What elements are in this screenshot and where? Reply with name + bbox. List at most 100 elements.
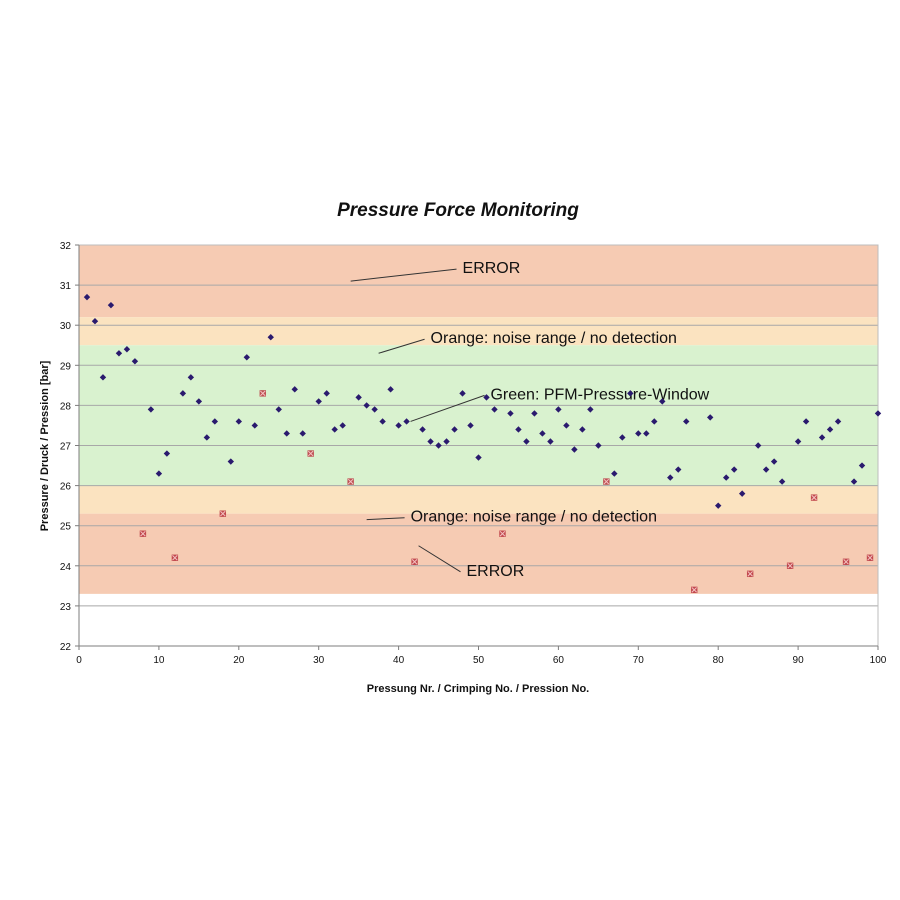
data-point bbox=[730, 466, 738, 473]
error-marker-cross bbox=[499, 530, 506, 537]
data-point bbox=[467, 422, 474, 429]
error-marker-cross bbox=[140, 530, 146, 537]
y-tick-label: 25 bbox=[60, 522, 72, 533]
data-point bbox=[643, 430, 650, 437]
band bbox=[79, 317, 878, 346]
data-point bbox=[826, 426, 834, 433]
error-point bbox=[691, 586, 698, 594]
x-tick-label: 30 bbox=[313, 655, 325, 666]
data-point bbox=[667, 474, 674, 481]
data-point bbox=[115, 350, 123, 357]
x-tick-label: 20 bbox=[233, 655, 245, 666]
data-point bbox=[507, 410, 514, 417]
data-point bbox=[858, 462, 866, 469]
annotation-pointer bbox=[366, 517, 405, 521]
error-marker-cross bbox=[411, 559, 418, 565]
y-tick-label: 29 bbox=[60, 361, 72, 372]
data-point bbox=[275, 406, 282, 413]
error-point bbox=[866, 554, 874, 561]
data-point bbox=[778, 478, 786, 485]
y-tick-label: 31 bbox=[60, 281, 72, 292]
gridlines bbox=[79, 284, 878, 607]
data-point bbox=[483, 394, 490, 401]
error-marker-cross bbox=[747, 571, 753, 577]
data-point bbox=[563, 422, 570, 429]
chart-title: Pressure Force Monitoring bbox=[337, 200, 579, 221]
data-point bbox=[834, 418, 842, 425]
error-point bbox=[259, 390, 266, 397]
data-point bbox=[363, 402, 370, 409]
annotation-label: Orange: noise range / no detection bbox=[411, 509, 657, 526]
error-marker-cross bbox=[691, 587, 697, 593]
data-point bbox=[571, 446, 578, 453]
data-point bbox=[211, 418, 219, 425]
x-tick-label: 0 bbox=[76, 655, 82, 666]
error-marker-cross bbox=[867, 555, 873, 561]
data-point bbox=[371, 406, 378, 413]
y-tick-label: 26 bbox=[60, 482, 72, 493]
data-point bbox=[395, 422, 402, 429]
data-point bbox=[707, 414, 714, 421]
band bbox=[79, 245, 878, 318]
data-point bbox=[675, 466, 682, 473]
y-tick-label: 22 bbox=[60, 642, 72, 653]
y-tick-label: 24 bbox=[60, 562, 72, 573]
error-marker-cross bbox=[220, 510, 226, 517]
error-marker-cross bbox=[172, 555, 178, 561]
annotation-pointer bbox=[350, 268, 457, 282]
data-point bbox=[635, 430, 642, 437]
data-point bbox=[619, 434, 626, 441]
data-point bbox=[523, 438, 530, 445]
error-marker-cross bbox=[260, 390, 266, 397]
range-bands bbox=[79, 245, 878, 594]
band bbox=[79, 513, 878, 594]
data-point bbox=[475, 454, 482, 461]
data-point bbox=[91, 317, 99, 325]
data-point bbox=[243, 354, 250, 361]
data-point bbox=[627, 390, 634, 397]
data-point bbox=[107, 301, 115, 309]
error-marker-cross bbox=[307, 450, 314, 457]
data-point bbox=[738, 490, 746, 497]
x-tick-label: 50 bbox=[473, 655, 485, 666]
data-point bbox=[195, 398, 203, 405]
data-point bbox=[267, 334, 274, 341]
x-axis-title: Pressung Nr. / Crimping No. / Pression N… bbox=[367, 683, 590, 695]
data-point bbox=[99, 374, 107, 381]
data-point bbox=[419, 426, 426, 433]
x-tick-label: 90 bbox=[793, 655, 805, 666]
error-point bbox=[786, 562, 794, 569]
data-point bbox=[818, 434, 826, 441]
data-point bbox=[427, 438, 434, 445]
error-point bbox=[139, 530, 147, 537]
annotation-pointer bbox=[378, 338, 425, 354]
y-tick-label: 23 bbox=[60, 602, 72, 613]
data-point bbox=[715, 502, 722, 509]
data-point bbox=[683, 418, 690, 425]
error-marker-cross bbox=[843, 559, 849, 565]
error-marker-cross bbox=[787, 563, 793, 569]
band bbox=[79, 345, 878, 486]
data-point bbox=[291, 386, 298, 393]
data-point bbox=[123, 346, 131, 353]
data-point bbox=[283, 430, 290, 437]
data-point bbox=[163, 450, 171, 457]
x-tick-label: 100 bbox=[870, 655, 887, 666]
x-tick-label: 80 bbox=[713, 655, 725, 666]
data-point bbox=[387, 386, 394, 393]
error-point bbox=[307, 450, 314, 457]
data-point bbox=[227, 458, 235, 465]
data-point bbox=[754, 442, 762, 449]
data-point bbox=[299, 430, 306, 437]
error-marker-cross bbox=[603, 478, 610, 485]
data-point bbox=[539, 430, 546, 437]
data-point bbox=[451, 426, 458, 433]
data-point bbox=[874, 410, 882, 417]
data-point bbox=[547, 438, 554, 445]
data-point bbox=[403, 418, 410, 425]
data-point bbox=[651, 418, 658, 425]
data-point bbox=[155, 470, 163, 477]
data-point bbox=[443, 438, 450, 445]
y-axis-title: Pressure / Druck / Pression [bar] bbox=[39, 360, 51, 531]
